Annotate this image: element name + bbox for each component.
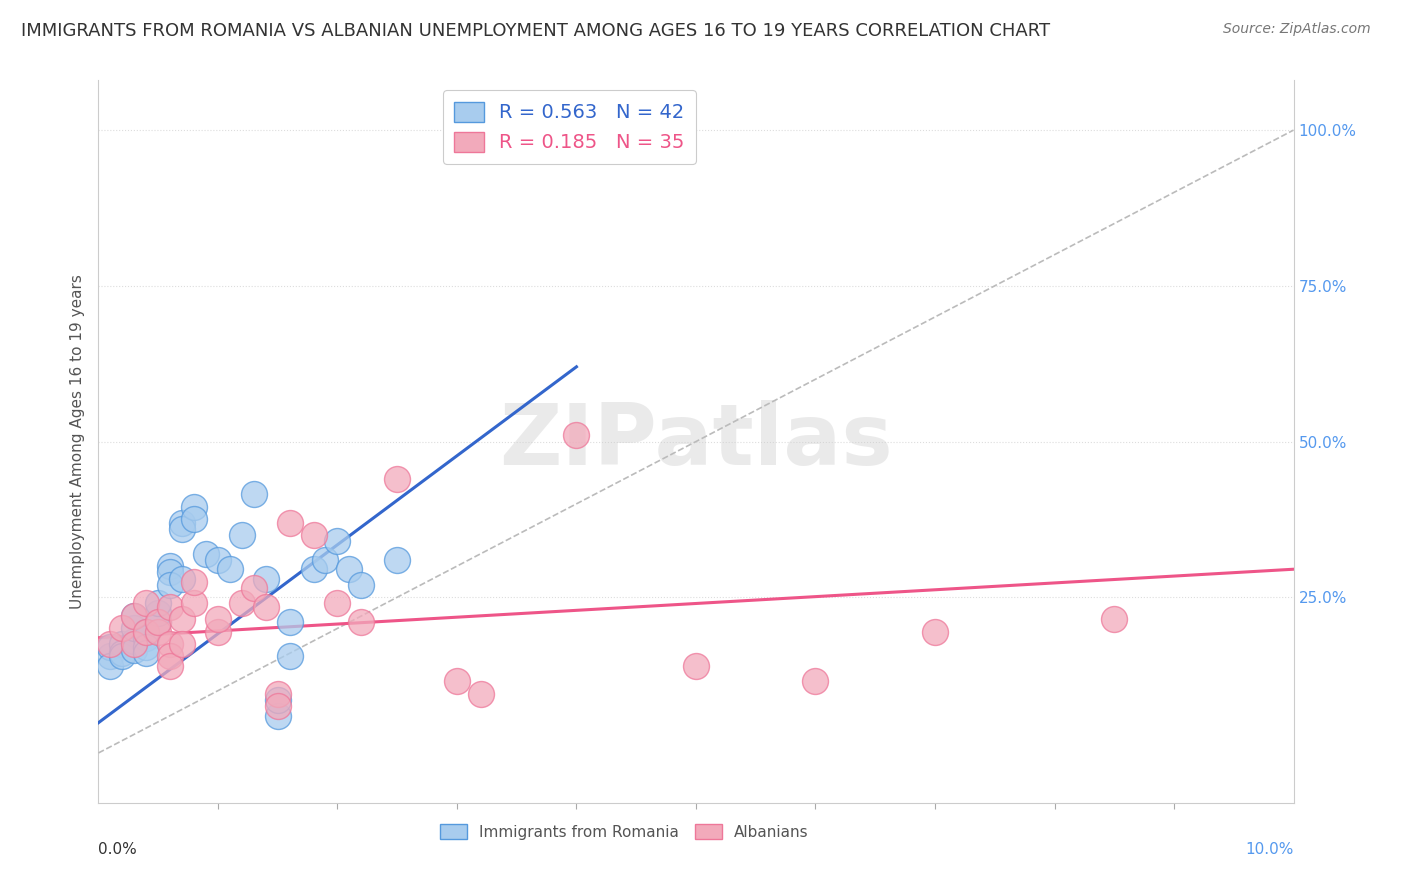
Point [135,640,157,654]
Point [148,624,170,639]
Text: IMMIGRANTS FROM ROMANIA VS ALBANIAN UNEMPLOYMENT AMONG AGES 16 TO 19 YEARS CORRE: IMMIGRANTS FROM ROMANIA VS ALBANIAN UNEM… [21,22,1050,40]
Point [124,609,146,624]
Point [124,643,146,657]
Point [111,637,134,651]
Point [231,597,253,611]
Point [195,547,218,561]
Point [1104,612,1126,626]
Text: Source: ZipAtlas.com: Source: ZipAtlas.com [1223,22,1371,37]
Point [135,646,157,660]
Point [98,649,122,664]
Point [148,615,170,630]
Point [278,649,301,664]
Point [326,597,349,611]
Point [278,615,301,630]
Point [135,631,157,645]
Legend: Immigrants from Romania, Albanians: Immigrants from Romania, Albanians [433,818,815,846]
Point [254,572,277,586]
Point [470,687,492,701]
Point [565,428,588,442]
Point [207,612,229,626]
Point [135,597,157,611]
Point [267,687,290,701]
Point [124,633,146,648]
Point [111,621,134,635]
Point [135,624,157,639]
Point [446,674,468,689]
Point [326,534,349,549]
Point [159,566,181,580]
Point [172,516,194,530]
Point [124,637,146,651]
Point [98,658,122,673]
Point [98,637,122,651]
Point [172,612,194,626]
Point [243,581,266,595]
Text: 0.0%: 0.0% [98,842,138,856]
Point [207,553,229,567]
Point [124,621,146,635]
Point [172,522,194,536]
Point [350,578,373,592]
Point [98,640,122,654]
Point [219,562,242,576]
Point [267,708,290,723]
Point [159,637,181,651]
Point [207,624,229,639]
Point [267,693,290,707]
Point [302,562,325,576]
Point [135,624,157,639]
Point [172,637,194,651]
Point [159,658,181,673]
Point [231,528,253,542]
Point [339,562,361,576]
Point [172,572,194,586]
Point [159,559,181,574]
Point [924,624,946,639]
Point [243,487,266,501]
Point [685,658,707,673]
Point [183,512,205,526]
Point [159,649,181,664]
Point [267,699,290,714]
Point [385,472,409,486]
Point [385,553,409,567]
Point [148,615,170,630]
Point [148,606,170,620]
Point [254,599,277,614]
Point [183,574,205,589]
Point [111,649,134,664]
Point [124,609,146,624]
Point [159,578,181,592]
Point [350,615,373,630]
Point [148,597,170,611]
Point [183,597,205,611]
Point [804,674,827,689]
Point [302,528,325,542]
Point [183,500,205,514]
Point [278,516,301,530]
Point [159,599,181,614]
Point [111,646,134,660]
Text: 10.0%: 10.0% [1246,842,1294,856]
Y-axis label: Unemployment Among Ages 16 to 19 years: Unemployment Among Ages 16 to 19 years [70,274,86,609]
Point [565,129,588,144]
Point [315,553,337,567]
Text: ZIPatlas: ZIPatlas [499,400,893,483]
